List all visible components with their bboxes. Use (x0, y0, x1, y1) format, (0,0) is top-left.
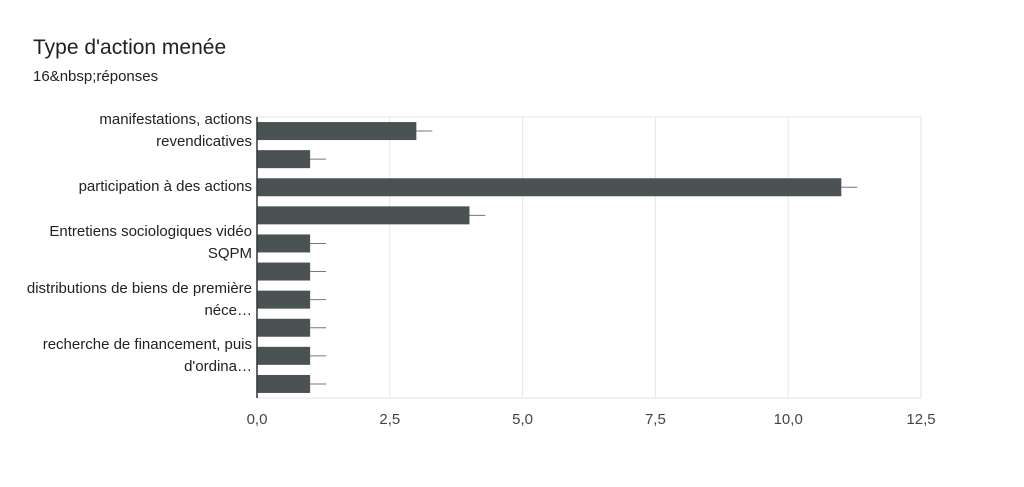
x-tick-label: 5,0 (512, 411, 533, 428)
bar (257, 318, 311, 337)
x-tick-label: 12,5 (906, 411, 935, 428)
x-tick-label: 10,0 (774, 411, 803, 428)
x-tick-label: 2,5 (379, 411, 400, 428)
y-tick-label: manifestations, actions revendicatives (99, 111, 252, 151)
bar (257, 262, 311, 281)
bar (257, 150, 311, 169)
bar (257, 374, 311, 393)
bar (257, 178, 842, 197)
y-tick-label: participation à des actions (78, 178, 252, 196)
bar (257, 122, 417, 141)
chart-title: Type d'action menée (33, 36, 227, 59)
y-tick-label: recherche de financement, puis d'ordina… (42, 335, 252, 375)
y-tick-label: Entretiens sociologiques vidéo SQPM (49, 223, 252, 263)
chart-subtitle: 16&nbsp;réponses (33, 68, 159, 85)
bar (257, 206, 470, 225)
bar (257, 234, 311, 253)
bar (257, 346, 311, 365)
plot-border (256, 116, 922, 399)
bar (257, 290, 311, 309)
x-tick-label: 0,0 (247, 411, 268, 428)
x-tick-label: 7,5 (645, 411, 666, 428)
y-tick-label: distributions de biens de première néce… (26, 279, 252, 319)
